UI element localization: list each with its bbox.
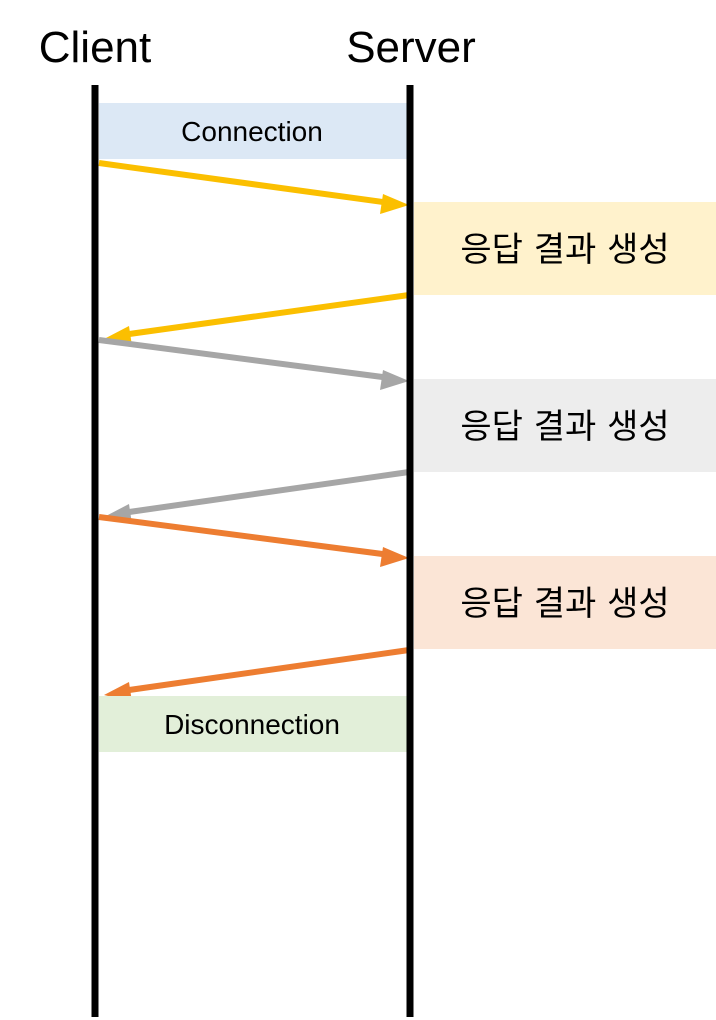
request-arrow-1 [98, 160, 391, 206]
response-box-3 [414, 556, 716, 649]
disconnection-label: Disconnection [164, 709, 340, 740]
request-arrowhead-3 [380, 547, 409, 567]
request-arrowhead-2 [380, 370, 409, 390]
connection-label: Connection [181, 116, 323, 147]
client-label: Client [39, 23, 152, 72]
response-label-1: 응답 결과 생성 [460, 230, 669, 270]
response-box-2 [414, 379, 716, 472]
response-arrow-2 [121, 469, 410, 516]
response-arrow-1 [121, 292, 410, 338]
request-arrowhead-1 [380, 194, 409, 214]
response-label-2: 응답 결과 생성 [460, 407, 669, 447]
server-label: Server [346, 23, 476, 72]
request-arrow-3 [98, 514, 391, 558]
response-box-1 [414, 202, 716, 295]
connection-box [99, 103, 407, 159]
response-arrow-3 [121, 647, 410, 694]
response-label-3: 응답 결과 생성 [460, 584, 669, 624]
request-arrow-2 [98, 337, 391, 381]
disconnection-box [99, 696, 407, 752]
